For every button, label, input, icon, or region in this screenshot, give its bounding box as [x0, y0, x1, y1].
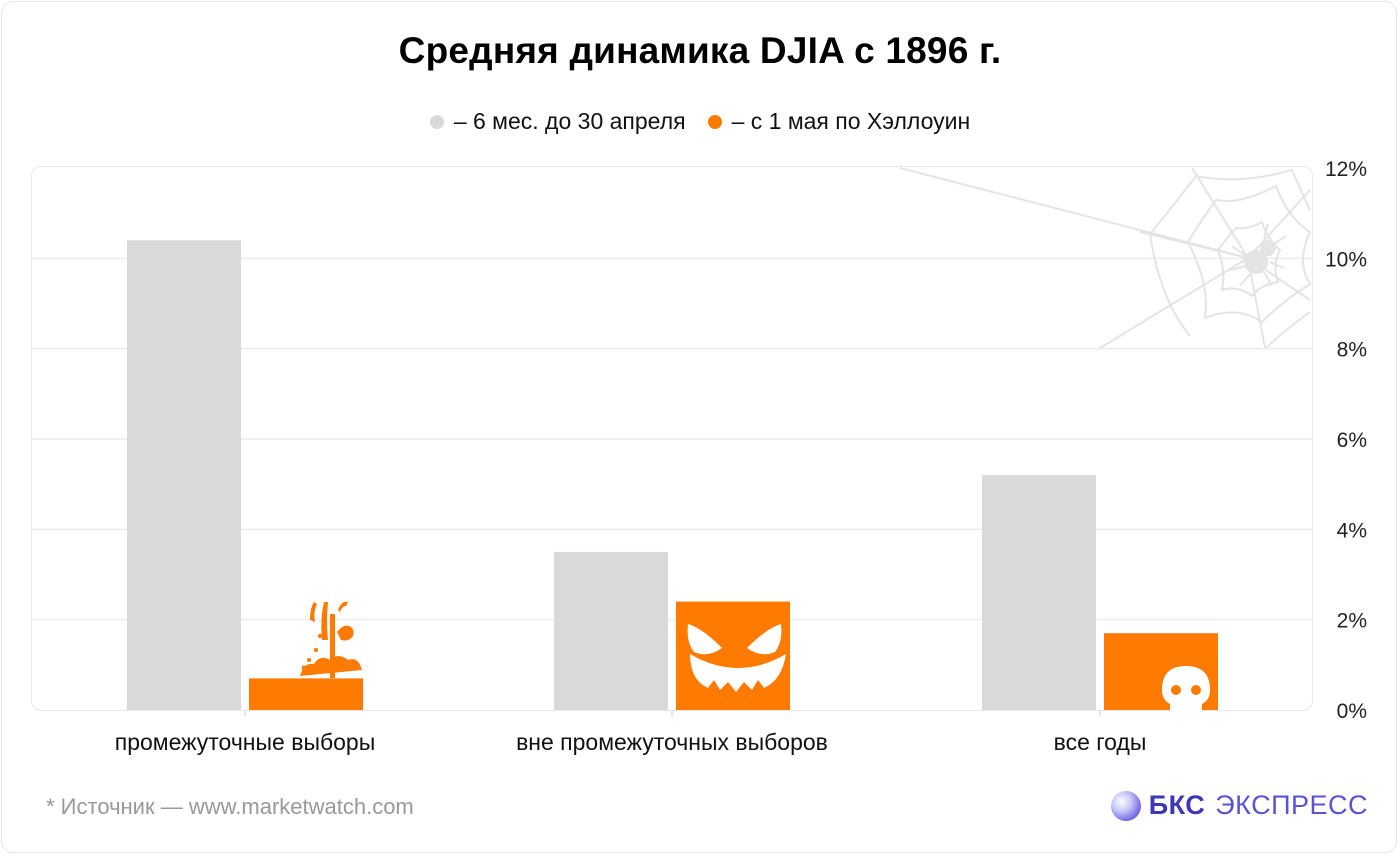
legend-item-orange: – с 1 мая по Хэллоуин [707, 108, 971, 135]
bar-gray-1 [127, 240, 241, 710]
bar-orange-2 [676, 601, 790, 710]
legend-label-gray: – 6 мес. до 30 апреля [453, 108, 686, 134]
legend-label-orange: – с 1 мая по Хэллоуин [731, 108, 971, 134]
y-tick-label: 0% [1337, 700, 1367, 723]
legend-item-gray: – 6 мес. до 30 апреля [429, 108, 686, 135]
chart-canvas: 0% 2% 4% 6% 8% 10% 12% промежуточные выборы вне … [32, 158, 1367, 755]
brand-name-bold: БКС [1148, 790, 1206, 820]
brand-name-light: ЭКСПРЕСС [1215, 790, 1368, 820]
legend: – 6 мес. до 30 апреля – с 1 мая по Хэлло… [0, 108, 1400, 135]
y-tick-label: 12% [1325, 158, 1367, 181]
y-tick-label: 2% [1337, 610, 1367, 633]
grid-layer [32, 257, 1312, 621]
bar-orange-1 [249, 678, 363, 710]
bar-gray-3 [982, 475, 1096, 710]
y-tick-label: 6% [1337, 429, 1367, 452]
legend-dot-gray [429, 114, 444, 129]
source-note: * Источник — www.marketwatch.com [46, 794, 414, 819]
brand-sphere-icon [1110, 790, 1141, 821]
legend-dot-orange [707, 114, 722, 129]
category-label: промежуточные выборы [115, 729, 376, 755]
spider-web-icon [899, 167, 1312, 349]
y-tick-label: 4% [1337, 519, 1367, 542]
chart-title: Средняя динамика DJIA с 1896 г. [398, 30, 1002, 71]
zombie-hand-icon [300, 601, 362, 678]
skull-icon [1162, 666, 1210, 712]
y-tick-label: 10% [1325, 248, 1367, 271]
pumpkin-face-icon [687, 624, 786, 692]
bars-layer [127, 240, 1218, 710]
bar-gray-2 [554, 551, 668, 710]
y-tick-label: 8% [1337, 339, 1367, 362]
labels-layer: 0% 2% 4% 6% 8% 10% 12% промежуточные выборы вне … [115, 158, 1367, 755]
category-label: вне промежуточных выборов [516, 729, 828, 755]
category-label: все годы [1054, 729, 1147, 755]
brand-logo: БКС ЭКСПРЕСС [1110, 790, 1368, 821]
